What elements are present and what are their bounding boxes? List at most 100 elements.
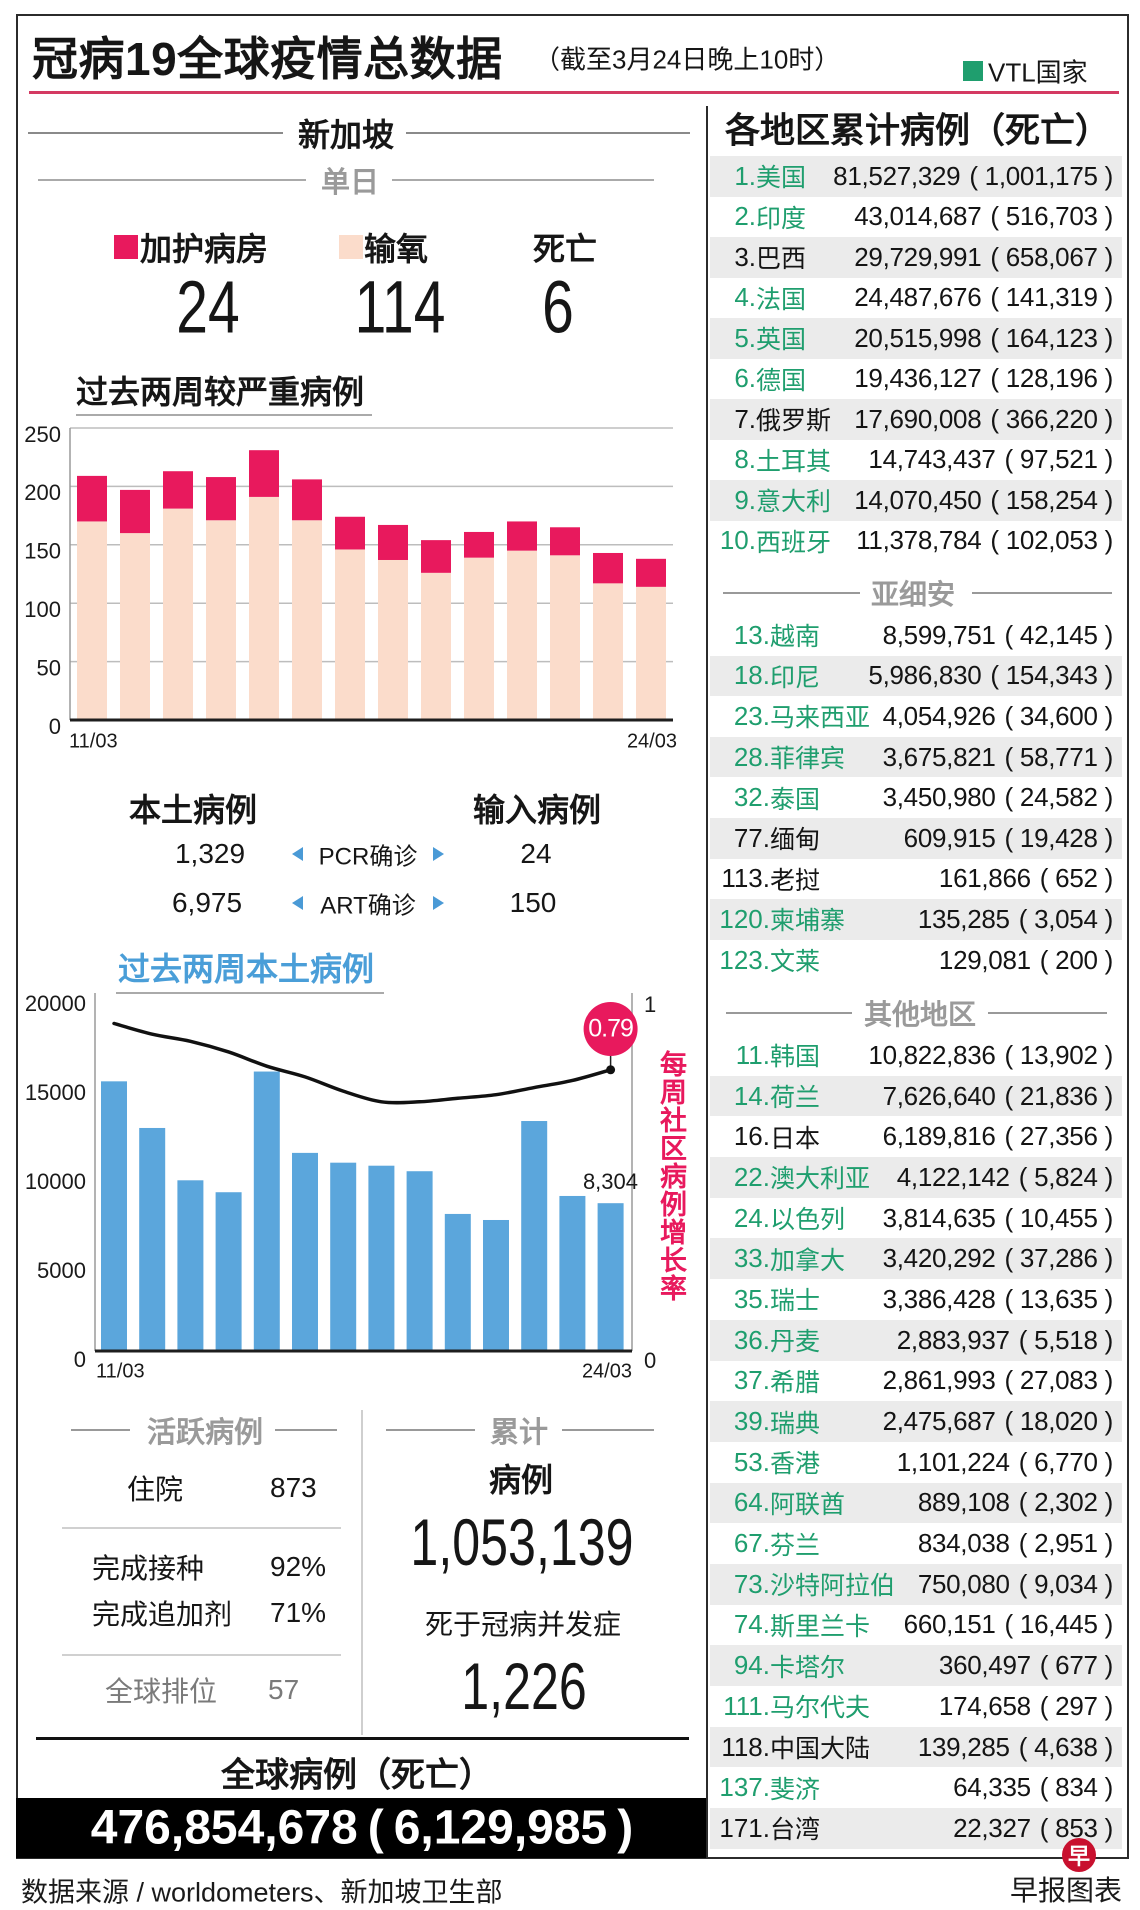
region-name: 文莱 xyxy=(770,948,821,977)
global-heading: 全球病例（死亡） xyxy=(221,1756,493,1795)
region-cases: 889,108 xyxy=(917,1487,1010,1518)
world-rank-value: 57 xyxy=(268,1674,300,1705)
region-figures: 2,883,9375,518 xyxy=(897,1325,1113,1356)
world-rank-label: 全球排位 xyxy=(105,1676,218,1707)
y-tick-label: 200 xyxy=(24,480,61,505)
region-figures: 834,0382,951 xyxy=(918,1528,1113,1559)
y-tick-label: 20000 xyxy=(25,991,86,1016)
region-rank: 53. xyxy=(733,1446,770,1477)
region-deaths: 6,770 xyxy=(1010,1447,1113,1477)
region-figures: 360,497677 xyxy=(939,1650,1113,1681)
region-deaths: 37,286 xyxy=(996,1243,1113,1273)
region-deaths: 10,455 xyxy=(996,1203,1113,1233)
region-cases: 139,285 xyxy=(917,1731,1010,1762)
region-rank: 8. xyxy=(734,444,756,475)
local-chart-title: 过去两周本土病例 xyxy=(118,951,375,987)
region-rank: 67. xyxy=(733,1528,770,1559)
region-row: 37.希腊 2,861,99327,083 xyxy=(710,1361,1122,1402)
region-rank: 137. xyxy=(719,1772,770,1803)
bar-oxygen xyxy=(593,583,623,720)
region-rank: 23. xyxy=(733,700,770,731)
region-row: 36.丹麦 2,883,9375,518 xyxy=(710,1319,1122,1361)
region-row: 5.英国 20,515,998164,123 xyxy=(710,318,1122,359)
region-name: 斯里兰卡 xyxy=(770,1612,871,1641)
region-rank: 18. xyxy=(733,660,770,691)
page-subtitle: （截至3月24日晚上10时） xyxy=(534,44,841,75)
region-name: 芬兰 xyxy=(770,1531,821,1560)
region-row: 11.韩国 10,822,83613,902 xyxy=(710,1035,1122,1076)
page-title: 冠病19全球疫情总数据 xyxy=(32,33,503,85)
region-rank: 36. xyxy=(733,1324,770,1355)
bar-local-cases xyxy=(253,1071,280,1351)
region-rank: 39. xyxy=(733,1406,770,1437)
asean-heading: 亚细安 xyxy=(870,579,956,610)
y2-tick-label: 1 xyxy=(644,992,656,1017)
region-figures: 6,189,81627,356 xyxy=(883,1121,1113,1152)
bar-oxygen xyxy=(249,496,279,720)
region-figures: 129,081200 xyxy=(939,945,1113,976)
daily-heading: 单日 xyxy=(320,167,380,199)
divider xyxy=(562,1429,654,1431)
region-cases: 161,866 xyxy=(938,863,1031,894)
bar-oxygen xyxy=(421,572,451,720)
divider xyxy=(275,1429,337,1431)
region-name: 法国 xyxy=(756,285,807,314)
region-name: 泰国 xyxy=(770,785,821,814)
credit: 早报图表 xyxy=(1009,1875,1122,1906)
others-heading: 其他地区 xyxy=(863,999,977,1030)
region-deaths: 853 xyxy=(1031,1813,1113,1843)
region-row: 171.台湾 22,327853 xyxy=(710,1808,1122,1849)
region-rank: 118. xyxy=(721,1731,770,1762)
divider xyxy=(62,1654,341,1656)
region-figures: 24,487,676141,319 xyxy=(854,282,1113,313)
region-row: 6.德国 19,436,127128,196 xyxy=(710,359,1122,400)
region-figures: 81,527,3291,001,175 xyxy=(833,161,1113,192)
region-row: 137.斐济 64,335834 xyxy=(710,1767,1122,1808)
region-figures: 4,122,1425,824 xyxy=(897,1162,1113,1193)
region-row: 120.柬埔寨 135,2853,054 xyxy=(710,899,1122,940)
region-deaths: 154,343 xyxy=(981,660,1113,690)
bar-oxygen xyxy=(292,520,322,720)
arrow-right-icon xyxy=(433,896,444,910)
region-deaths: 141,319 xyxy=(981,282,1113,312)
bar-icu xyxy=(120,489,150,534)
region-deaths: 297 xyxy=(1031,1691,1113,1721)
region-row: 2.印度 43,014,687516,703 xyxy=(710,197,1122,238)
region-row: 7.俄罗斯 17,690,008366,220 xyxy=(710,399,1122,440)
region-cases: 20,515,998 xyxy=(854,322,982,353)
region-deaths: 9,034 xyxy=(1010,1569,1113,1599)
bar-oxygen xyxy=(163,508,193,720)
region-row: 39.瑞典 2,475,68718,020 xyxy=(710,1401,1122,1442)
region-cases: 3,675,821 xyxy=(882,741,996,772)
region-name: 香港 xyxy=(770,1450,821,1479)
global-divider xyxy=(36,1737,689,1740)
region-figures: 10,822,83613,902 xyxy=(868,1040,1113,1071)
region-rank: 33. xyxy=(733,1243,770,1274)
region-deaths: 200 xyxy=(1031,945,1113,975)
region-cases: 29,729,991 xyxy=(854,241,982,272)
region-figures: 7,626,64021,836 xyxy=(883,1081,1113,1112)
bar-icu xyxy=(292,479,322,521)
region-cases: 360,497 xyxy=(938,1650,1031,1681)
region-deaths: 2,951 xyxy=(1010,1528,1113,1558)
region-cases: 4,054,926 xyxy=(882,700,996,731)
region-cases: 6,189,816 xyxy=(882,1121,996,1152)
icu-label: 加护病房 xyxy=(140,231,269,267)
bar-local-cases xyxy=(597,1203,624,1351)
region-deaths: 4,638 xyxy=(1010,1732,1113,1762)
region-cases: 7,626,640 xyxy=(882,1080,996,1111)
bar-oxygen xyxy=(335,549,365,720)
divider xyxy=(386,1429,475,1431)
region-figures: 5,986,830154,343 xyxy=(868,660,1113,691)
y-tick-label: 5000 xyxy=(37,1258,86,1283)
top10-list: 1.美国 81,527,3291,001,175 2.印度 43,014,687516… xyxy=(710,156,1122,561)
region-figures: 2,861,99327,083 xyxy=(883,1365,1113,1396)
region-row: 9.意大利 14,070,450158,254 xyxy=(710,480,1122,521)
cumulative-deaths-value: 1,226 xyxy=(461,1649,587,1723)
region-cases: 3,814,635 xyxy=(882,1202,996,1233)
bar-icu xyxy=(550,527,580,556)
region-row: 14.荷兰 7,626,64021,836 xyxy=(710,1075,1122,1117)
x-tick-label: 24/03 xyxy=(627,730,677,752)
divider xyxy=(392,179,654,181)
region-rank: 22. xyxy=(733,1161,770,1192)
